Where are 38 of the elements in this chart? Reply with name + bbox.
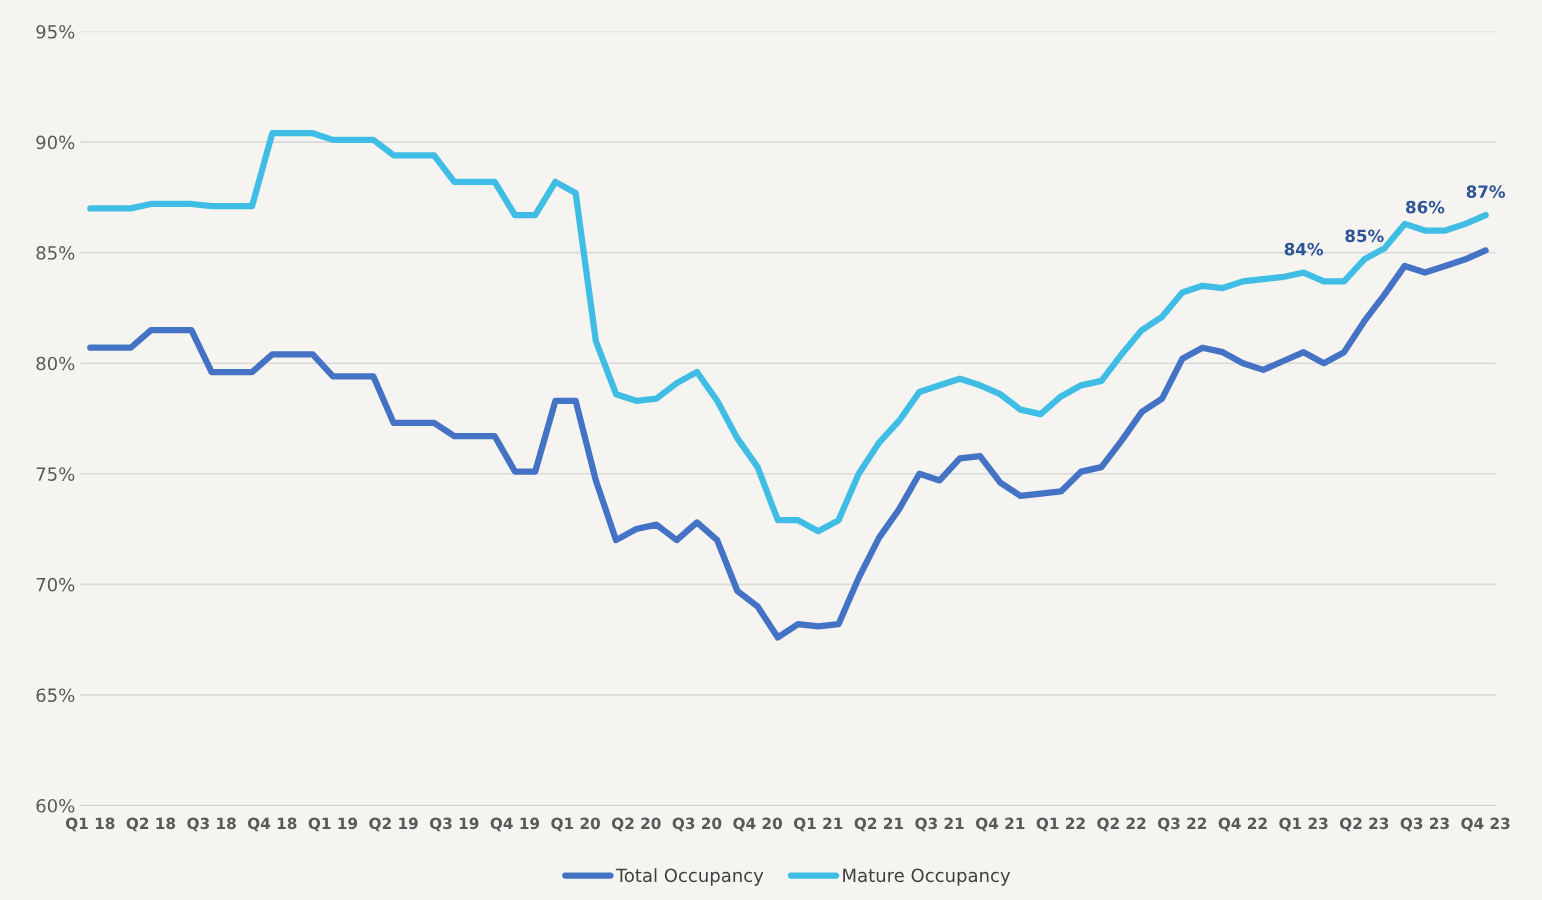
x-tick-label: Q4 20 <box>733 817 782 832</box>
y-tick-label: 90% <box>36 135 75 150</box>
x-tick-label: Q1 22 <box>1036 817 1085 832</box>
x-tick-label: Q2 19 <box>369 817 418 832</box>
y-tick-label: 70% <box>36 577 75 592</box>
x-tick-label: Q2 22 <box>1097 817 1146 832</box>
y-tick-label: 60% <box>36 798 75 813</box>
y-tick-label: 95% <box>36 24 75 39</box>
x-tick-label: Q2 23 <box>1339 817 1389 832</box>
x-tick-label: Q1 20 <box>551 817 600 832</box>
annotation: 84% <box>1284 242 1324 256</box>
y-tick-label: 80% <box>36 356 75 371</box>
y-tick-label: 75% <box>36 467 75 481</box>
x-tick-label: Q2 18 <box>126 817 176 832</box>
x-tick-label: Q4 19 <box>490 817 540 832</box>
legend-label: Mature Occupancy <box>843 868 1011 886</box>
x-tick-label: Q1 18 <box>65 817 115 832</box>
x-tick-label: Q1 21 <box>793 817 843 832</box>
x-tick-label: Q4 22 <box>1218 817 1267 832</box>
x-tick-label: Q1 19 <box>308 817 358 832</box>
x-tick-label: Q3 22 <box>1157 817 1207 832</box>
x-tick-label: Q3 18 <box>187 817 236 832</box>
x-tick-label: Q4 23 <box>1461 817 1510 832</box>
annotation: 86% <box>1406 200 1445 214</box>
x-tick-label: Q3 20 <box>672 817 722 832</box>
annotation: 85% <box>1345 229 1384 243</box>
x-tick-label: Q1 23 <box>1279 817 1328 832</box>
y-tick-label: 65% <box>36 688 75 703</box>
x-tick-label: Q2 20 <box>611 817 661 832</box>
annotation: 87% <box>1466 185 1506 198</box>
x-tick-label: Q3 23 <box>1400 817 1449 832</box>
legend-label: Total Occupancy <box>615 868 764 886</box>
x-tick-label: Q3 19 <box>429 817 479 832</box>
x-tick-label: Q4 21 <box>975 817 1025 832</box>
x-tick-label: Q2 21 <box>854 817 904 832</box>
x-tick-label: Q4 18 <box>247 817 297 832</box>
y-tick-label: 85% <box>36 246 75 260</box>
x-tick-label: Q3 21 <box>915 817 964 832</box>
